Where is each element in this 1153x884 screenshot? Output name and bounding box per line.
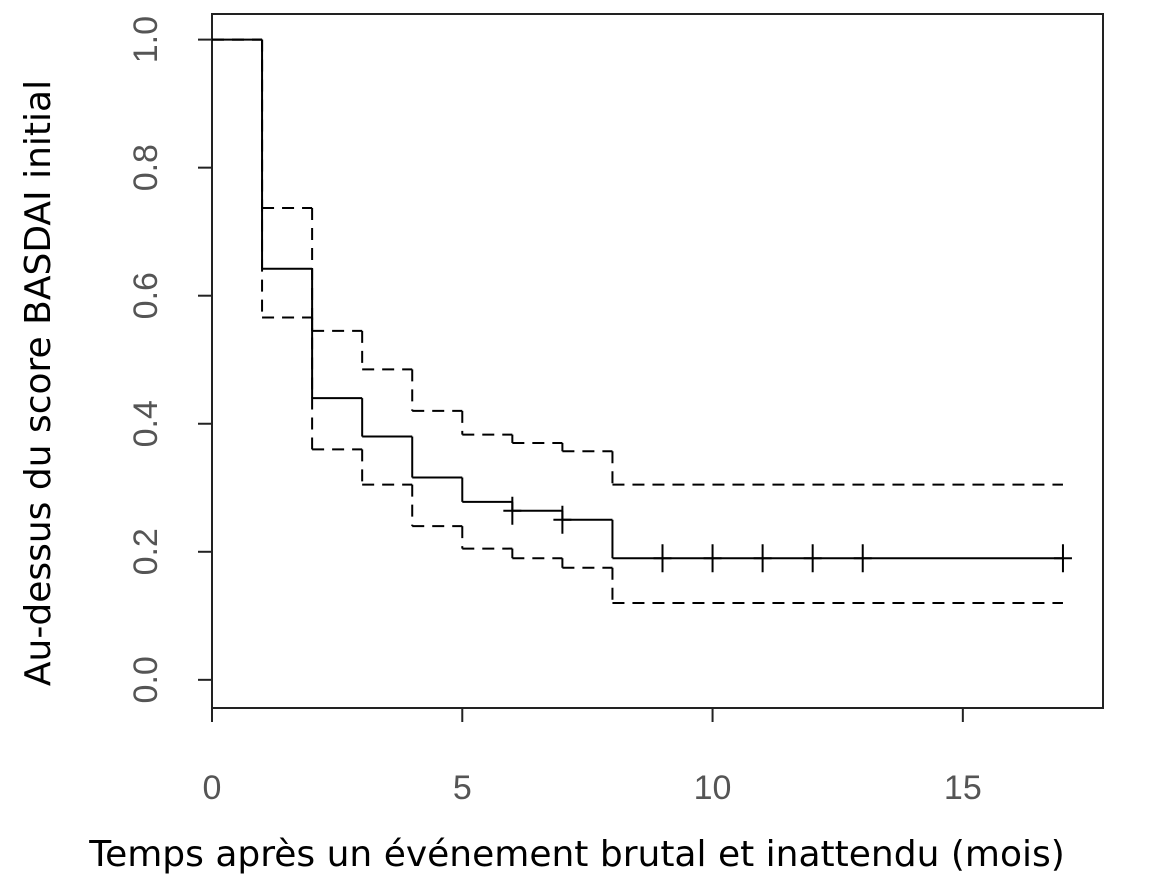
y-tick-label: 0.2 (127, 528, 165, 575)
x-tick-label: 0 (203, 769, 222, 807)
censor-mark (753, 544, 772, 573)
censor-mark (853, 544, 872, 573)
plot-frame (211, 13, 1104, 709)
censor-mark (803, 544, 822, 573)
censor-mark (503, 496, 522, 525)
x-axis-title: Temps après un événement brutal et inatt… (88, 834, 1065, 875)
x-tick-label: 15 (944, 769, 982, 807)
censor-mark (653, 544, 672, 573)
y-tick-label: 0.0 (127, 656, 165, 703)
censor-mark (1053, 544, 1072, 573)
y-tick-label: 0.6 (127, 272, 165, 319)
censor-mark (553, 505, 572, 534)
x-tick-label: 5 (453, 769, 472, 807)
y-tick-label: 0.4 (127, 400, 165, 447)
x-tick-label: 10 (694, 769, 732, 807)
y-tick-label: 1.0 (127, 16, 165, 63)
y-tick-label: 0.8 (127, 144, 165, 191)
y-axis-title: Au-dessus du score BASDAI initial (18, 80, 59, 686)
censor-mark (703, 544, 722, 573)
